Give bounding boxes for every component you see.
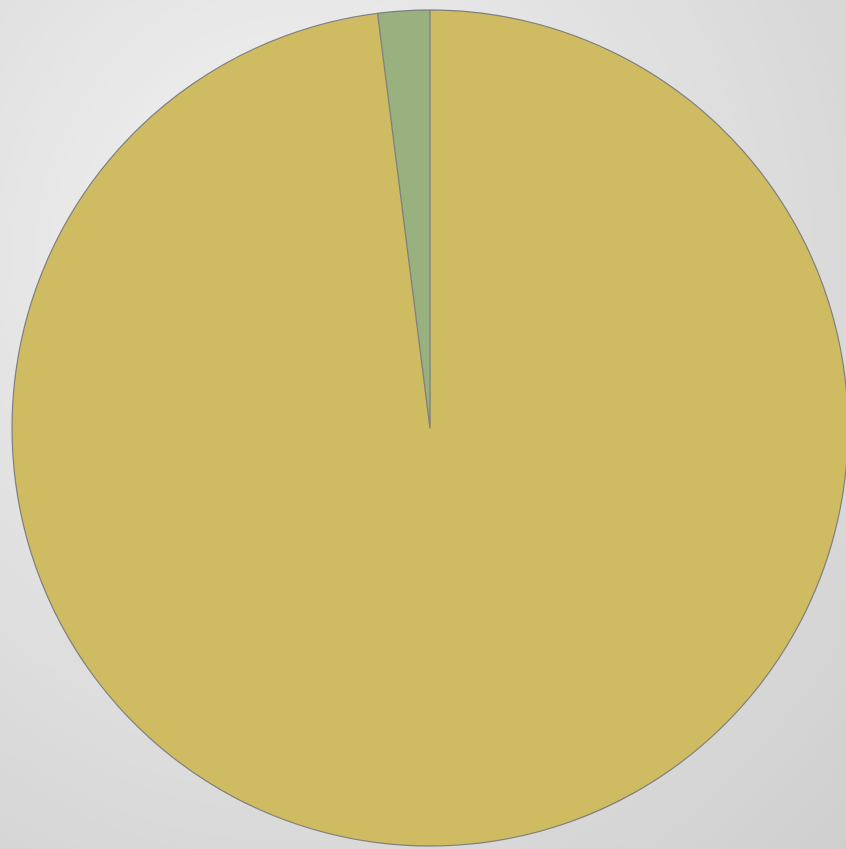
- pie-slice-1: [11, 9, 846, 847]
- pie-slice-2: [377, 9, 431, 429]
